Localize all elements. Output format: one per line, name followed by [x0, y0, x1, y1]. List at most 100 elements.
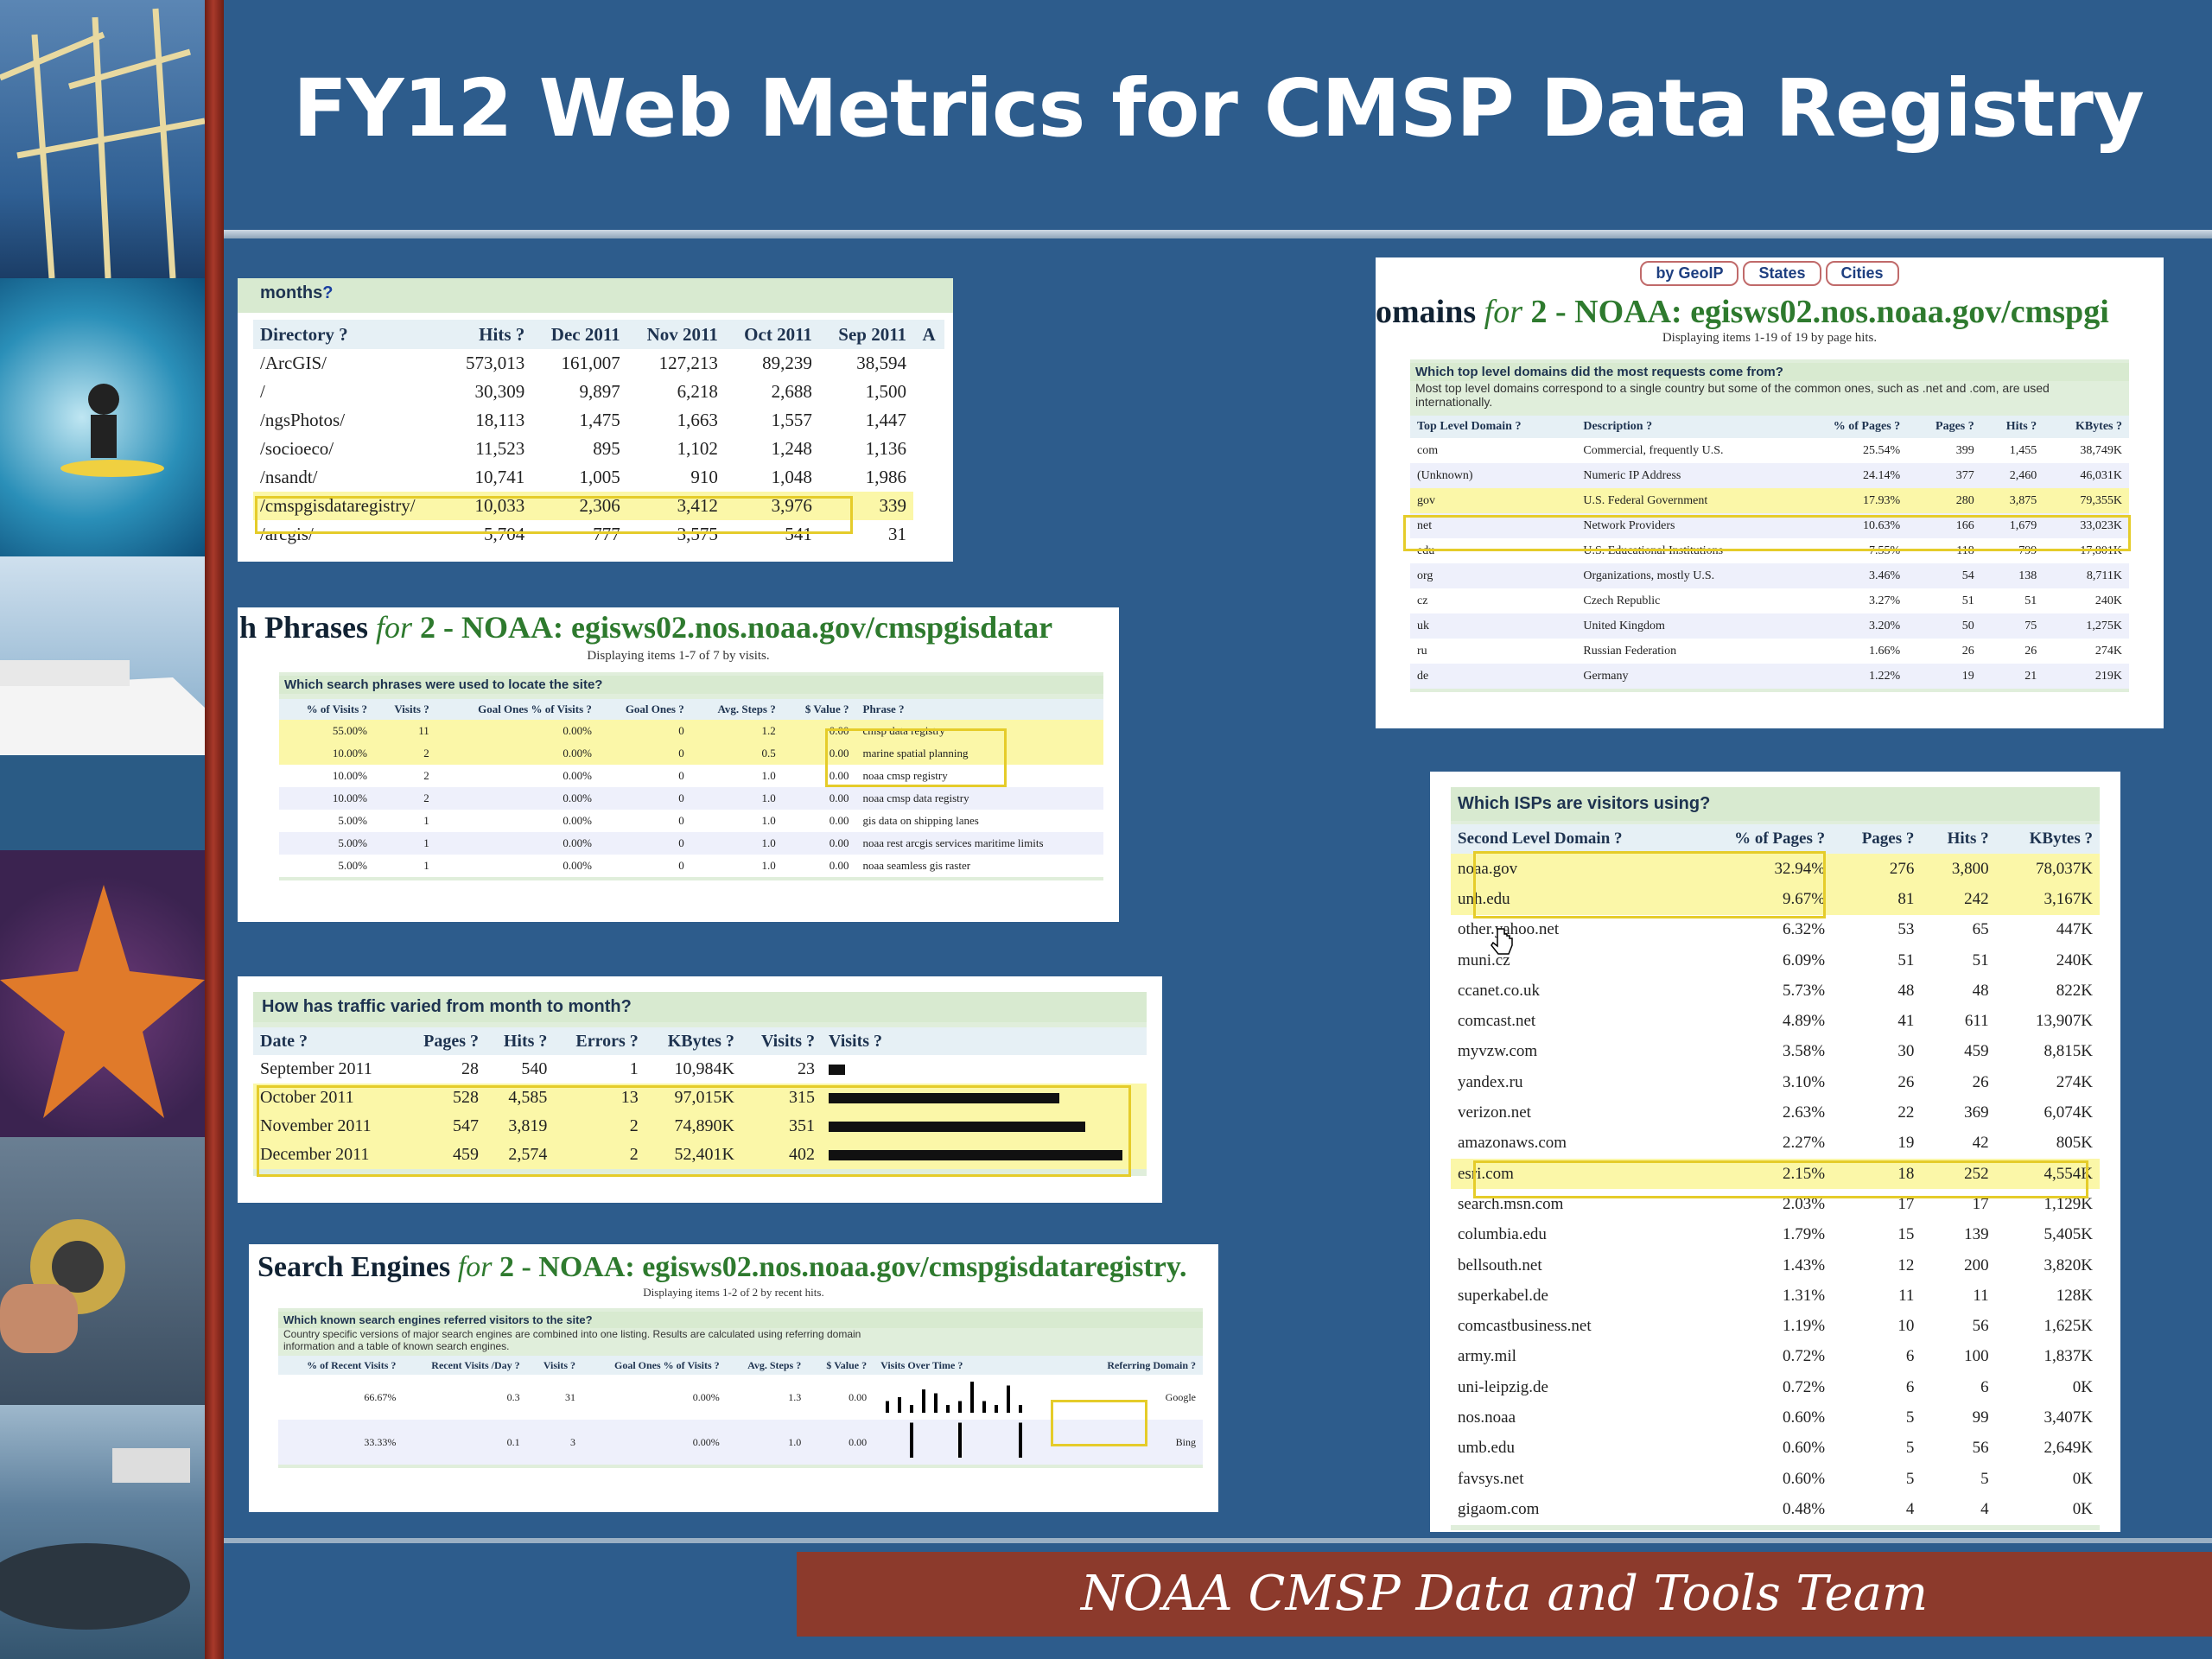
col-tld[interactable]: Top Level Domain ?	[1417, 420, 1522, 433]
col-pct-visits[interactable]: % of Visits ?	[306, 702, 368, 715]
table-cell[interactable]: amazonaws.com	[1458, 1134, 1567, 1153]
col-directory[interactable]: Directory ?	[260, 323, 348, 345]
table-cell[interactable]: /cmspgisdataregistry/	[260, 495, 416, 516]
table-cell[interactable]: noaa seamless gis raster	[862, 859, 971, 872]
help-link[interactable]: ?	[322, 283, 334, 302]
col-hits[interactable]: Hits ?	[2005, 420, 2037, 433]
col-value[interactable]: $ Value ?	[826, 1358, 868, 1371]
col-pct-pages[interactable]: % of Pages ?	[1734, 830, 1826, 848]
table-cell[interactable]: muni.cz	[1458, 950, 1510, 969]
table-cell[interactable]: ru	[1417, 644, 1427, 658]
tab-states[interactable]: States	[1743, 261, 1821, 286]
table-cell[interactable]: esri.com	[1458, 1164, 1514, 1183]
col-avg-steps[interactable]: Avg. Steps ?	[717, 702, 776, 715]
table-cell[interactable]: bellsouth.net	[1458, 1255, 1542, 1274]
table-cell[interactable]: favsys.net	[1458, 1469, 1524, 1488]
col-goal-pct[interactable]: Goal Ones % of Visits ?	[478, 702, 592, 715]
table-cell[interactable]: noaa.gov	[1458, 859, 1518, 878]
table-cell[interactable]: de	[1417, 669, 1429, 683]
table-cell[interactable]: org	[1417, 569, 1433, 582]
table-cell[interactable]: edu	[1417, 543, 1435, 557]
table-cell[interactable]: gov	[1417, 493, 1435, 507]
tab-geoip[interactable]: by GeoIP	[1640, 261, 1739, 286]
col-visits-over-time[interactable]: Visits Over Time ?	[880, 1358, 963, 1371]
table-cell[interactable]: unh.edu	[1458, 889, 1510, 908]
table-cell[interactable]: cmsp data registry	[862, 724, 945, 737]
col-recent-day[interactable]: Recent Visits /Day ?	[431, 1358, 520, 1371]
col-pages[interactable]: Pages ?	[1861, 830, 1915, 848]
table-cell[interactable]: cz	[1417, 594, 1428, 607]
col-hits[interactable]: Hits ?	[1947, 830, 1989, 848]
col-pct-recent[interactable]: % of Recent Visits ?	[307, 1358, 397, 1371]
table-cell[interactable]: /	[260, 381, 265, 402]
col-visits-bar[interactable]: Visits ?	[829, 1031, 883, 1051]
table-cell[interactable]: umb.edu	[1458, 1439, 1515, 1458]
col-pct-pages[interactable]: % of Pages ?	[1833, 420, 1901, 433]
table-cell[interactable]: /arcgis/	[260, 524, 314, 544]
table-cell[interactable]: noaa rest arcgis services maritime limit…	[862, 836, 1044, 849]
col-dec-2011[interactable]: Dec 2011	[550, 323, 620, 345]
table-cell[interactable]: superkabel.de	[1458, 1286, 1548, 1305]
table-cell[interactable]: /nsandt/	[260, 467, 318, 487]
col-referring-domain[interactable]: Referring Domain ?	[1107, 1358, 1196, 1371]
table-cell[interactable]: noaa cmsp registry	[862, 769, 948, 782]
col-date[interactable]: Date ?	[260, 1031, 308, 1051]
col-visits[interactable]: Visits ?	[543, 1358, 576, 1371]
col-oct-2011[interactable]: Oct 2011	[744, 323, 812, 345]
col-kbytes[interactable]: KBytes ?	[2029, 830, 2093, 848]
table-cell[interactable]: verizon.net	[1458, 1103, 1531, 1122]
table-cell: 280	[1955, 493, 1974, 507]
table-cell[interactable]: yandex.ru	[1458, 1072, 1523, 1091]
col-visits[interactable]: Visits ?	[760, 1031, 815, 1051]
col-kbytes[interactable]: KBytes ?	[667, 1031, 734, 1051]
table-cell[interactable]: uni-leipzig.de	[1458, 1377, 1548, 1396]
col-phrase[interactable]: Phrase ?	[862, 702, 905, 715]
col-pages[interactable]: Pages ?	[423, 1031, 480, 1051]
table-cell[interactable]: army.mil	[1458, 1347, 1516, 1366]
referring-domain-link[interactable]: Bing	[1175, 1435, 1196, 1448]
table-cell[interactable]: comcastbusiness.net	[1458, 1317, 1592, 1336]
table-cell: U.S. Federal Government	[1583, 493, 1708, 507]
col-description[interactable]: Description ?	[1583, 420, 1653, 433]
table-cell[interactable]: marine spatial planning	[862, 747, 969, 760]
col-value[interactable]: $ Value ?	[804, 702, 849, 715]
col-kbytes[interactable]: KBytes ?	[2075, 420, 2122, 433]
col-avg-steps[interactable]: Avg. Steps ?	[747, 1358, 802, 1371]
sparkline-chart	[886, 1382, 1023, 1413]
col-hits[interactable]: Hits ?	[503, 1031, 548, 1051]
engines-table: % of Recent Visits ? Recent Visits /Day …	[278, 1356, 1203, 1465]
table-cell[interactable]: comcast.net	[1458, 1012, 1536, 1031]
table-cell[interactable]: myvzw.com	[1458, 1042, 1538, 1061]
table-cell[interactable]: (Unknown)	[1417, 468, 1473, 482]
table-cell[interactable]: ccanet.co.uk	[1458, 981, 1540, 1000]
table-cell: 3.46%	[1868, 569, 1901, 582]
col-goal-pct[interactable]: Goal Ones % of Visits ?	[614, 1358, 720, 1371]
col-second-level-domain[interactable]: Second Level Domain ?	[1458, 830, 1623, 848]
table-cell[interactable]: gis data on shipping lanes	[862, 814, 979, 827]
col-hits[interactable]: Hits ?	[479, 323, 525, 345]
table-cell[interactable]: /socioeco/	[260, 438, 334, 459]
referring-domain-link[interactable]: Google	[1165, 1390, 1196, 1403]
col-visits[interactable]: Visits ?	[394, 702, 429, 715]
col-sep-2011[interactable]: Sep 2011	[838, 323, 907, 345]
table-cell[interactable]: noaa cmsp data registry	[862, 791, 969, 804]
table-cell[interactable]: net	[1417, 518, 1433, 532]
table-cell: 0.3	[506, 1390, 520, 1403]
table-cell: 528	[453, 1088, 480, 1107]
table-cell[interactable]: /ArcGIS/	[260, 353, 327, 373]
col-goal-ones[interactable]: Goal Ones ?	[625, 702, 684, 715]
table-cell[interactable]: com	[1417, 443, 1439, 457]
table-cell[interactable]: search.msn.com	[1458, 1194, 1564, 1213]
col-errors[interactable]: Errors ?	[575, 1031, 639, 1051]
table-cell: 18,113	[475, 410, 525, 430]
tab-cities[interactable]: Cities	[1825, 261, 1899, 286]
table-cell[interactable]: gigaom.com	[1458, 1499, 1540, 1518]
table-cell[interactable]: other.yahoo.net	[1458, 920, 1560, 939]
table-cell: 0.00%	[563, 769, 592, 782]
col-nov-2011[interactable]: Nov 2011	[646, 323, 718, 345]
col-pages[interactable]: Pages ?	[1936, 420, 1974, 433]
table-cell[interactable]: columbia.edu	[1458, 1225, 1547, 1244]
table-cell[interactable]: nos.noaa	[1458, 1408, 1516, 1427]
table-cell[interactable]: uk	[1417, 619, 1429, 632]
table-cell[interactable]: /ngsPhotos/	[260, 410, 346, 430]
